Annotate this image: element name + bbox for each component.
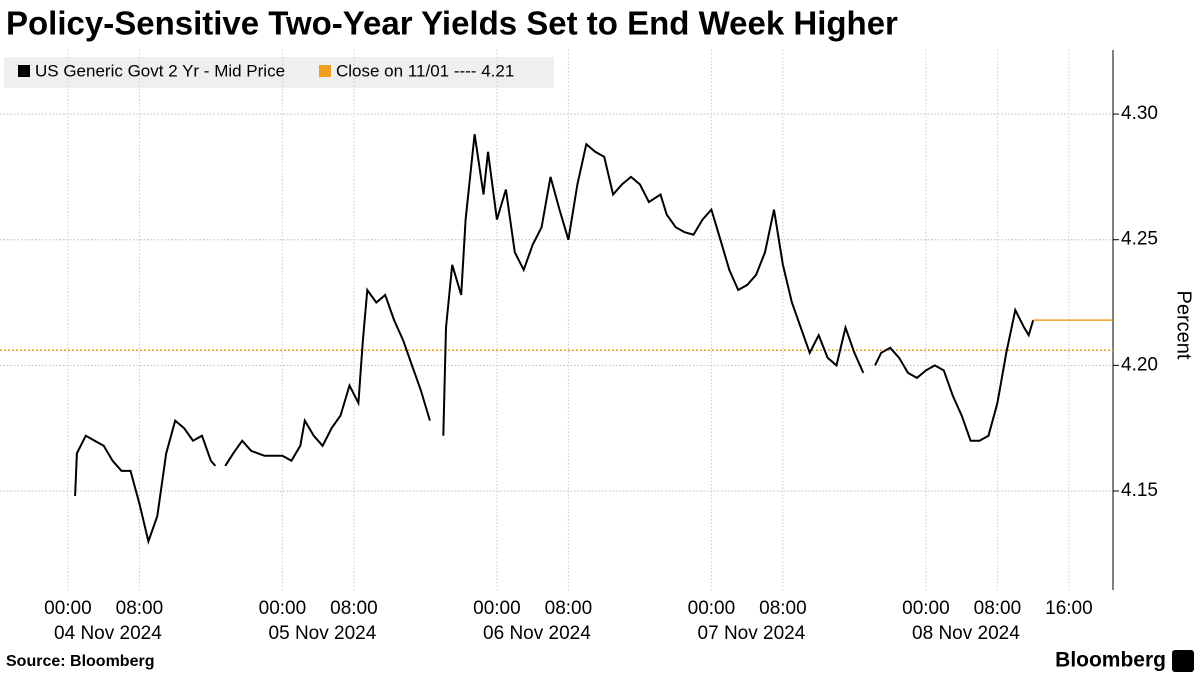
legend-label: Close on 11/01 ---- 4.21: [336, 61, 514, 80]
y-axis-label: Percent: [1173, 291, 1195, 360]
x-tick-label: 08:00: [759, 598, 807, 619]
y-tick-label: 4.20: [1121, 354, 1158, 375]
y-tick-label: 4.30: [1121, 103, 1158, 124]
x-tick-label: 08:00: [545, 598, 593, 619]
line: [74, 134, 1035, 545]
x-tick-label: 00:00: [473, 598, 521, 619]
legend-swatch: [319, 65, 331, 77]
x-date-label: 04 Nov 2024: [54, 623, 162, 644]
x-tick-label: 08:00: [974, 598, 1022, 619]
x-tick-label: 08:00: [116, 598, 164, 619]
x-date-label: 06 Nov 2024: [483, 623, 591, 644]
y-tick-label: 4.25: [1121, 229, 1158, 250]
x-tick-label: 00:00: [259, 598, 307, 619]
x-date-label: 08 Nov 2024: [912, 623, 1020, 644]
y-tick-label: 4.15: [1121, 480, 1158, 501]
chart-title: Policy-Sensitive Two-Year Yields Set to …: [6, 5, 898, 42]
legend-swatch: [18, 65, 30, 77]
legend-box: [4, 57, 554, 88]
x-date-label: 07 Nov 2024: [698, 623, 806, 644]
x-tick-label: 00:00: [44, 598, 92, 619]
source: Source: Bloomberg: [6, 653, 154, 670]
x-tick-label: 08:00: [330, 598, 378, 619]
x-tick-label: 00:00: [902, 598, 950, 619]
legend-label: US Generic Govt 2 Yr - Mid Price: [35, 61, 285, 80]
x-date-label: 05 Nov 2024: [269, 623, 377, 644]
brand: Bloomberg: [1055, 649, 1166, 672]
x-tick-label: 00:00: [688, 598, 736, 619]
brand-icon: [1172, 650, 1194, 672]
x-tick-label: 16:00: [1045, 598, 1093, 619]
